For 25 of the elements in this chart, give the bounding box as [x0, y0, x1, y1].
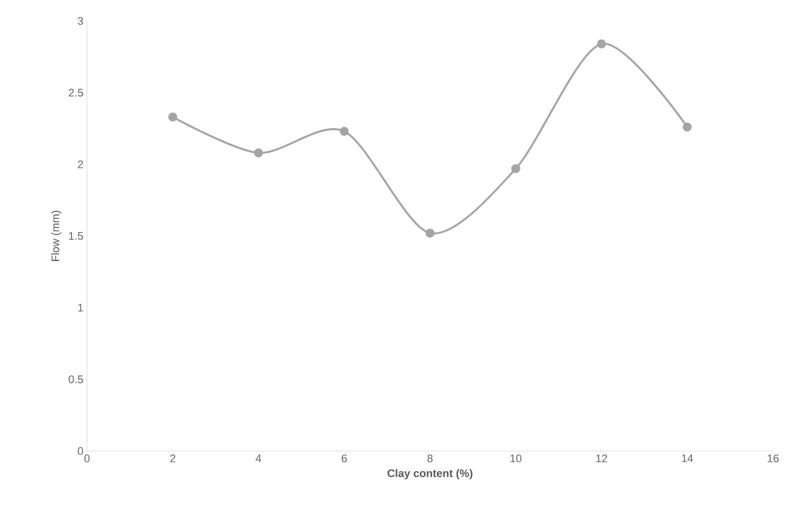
point [682, 122, 692, 132]
x-tick-label: 16 [768, 454, 779, 462]
y-tick-label: 2 [78, 160, 83, 168]
y-tick-label: 0 [78, 447, 84, 455]
x-tick-label: 0 [84, 454, 90, 462]
y-tick-label: 1.5 [69, 232, 84, 240]
x-tick-label: 10 [510, 454, 522, 462]
x-tick-label: 12 [596, 454, 608, 462]
point [511, 164, 520, 174]
y-tick-label: 2.5 [68, 88, 84, 97]
x-tick-label: 8 [427, 454, 433, 462]
point [597, 39, 606, 48]
x-tick-label: 14 [682, 454, 694, 462]
point [254, 148, 264, 158]
y-tick-label: 1 [78, 304, 83, 312]
y-tick-label: 3 [78, 17, 84, 25]
point [340, 126, 349, 136]
point [426, 228, 435, 238]
x-tick-label: 2 [170, 454, 176, 462]
y-tick-label: 0.5 [68, 375, 84, 384]
y-axis-title: Flow (mm) [51, 210, 62, 261]
x-axis-title: Clay content (%) [388, 469, 472, 480]
x-tick-label: 4 [256, 454, 262, 462]
point [168, 112, 178, 122]
x-tick-label: 6 [342, 454, 347, 462]
